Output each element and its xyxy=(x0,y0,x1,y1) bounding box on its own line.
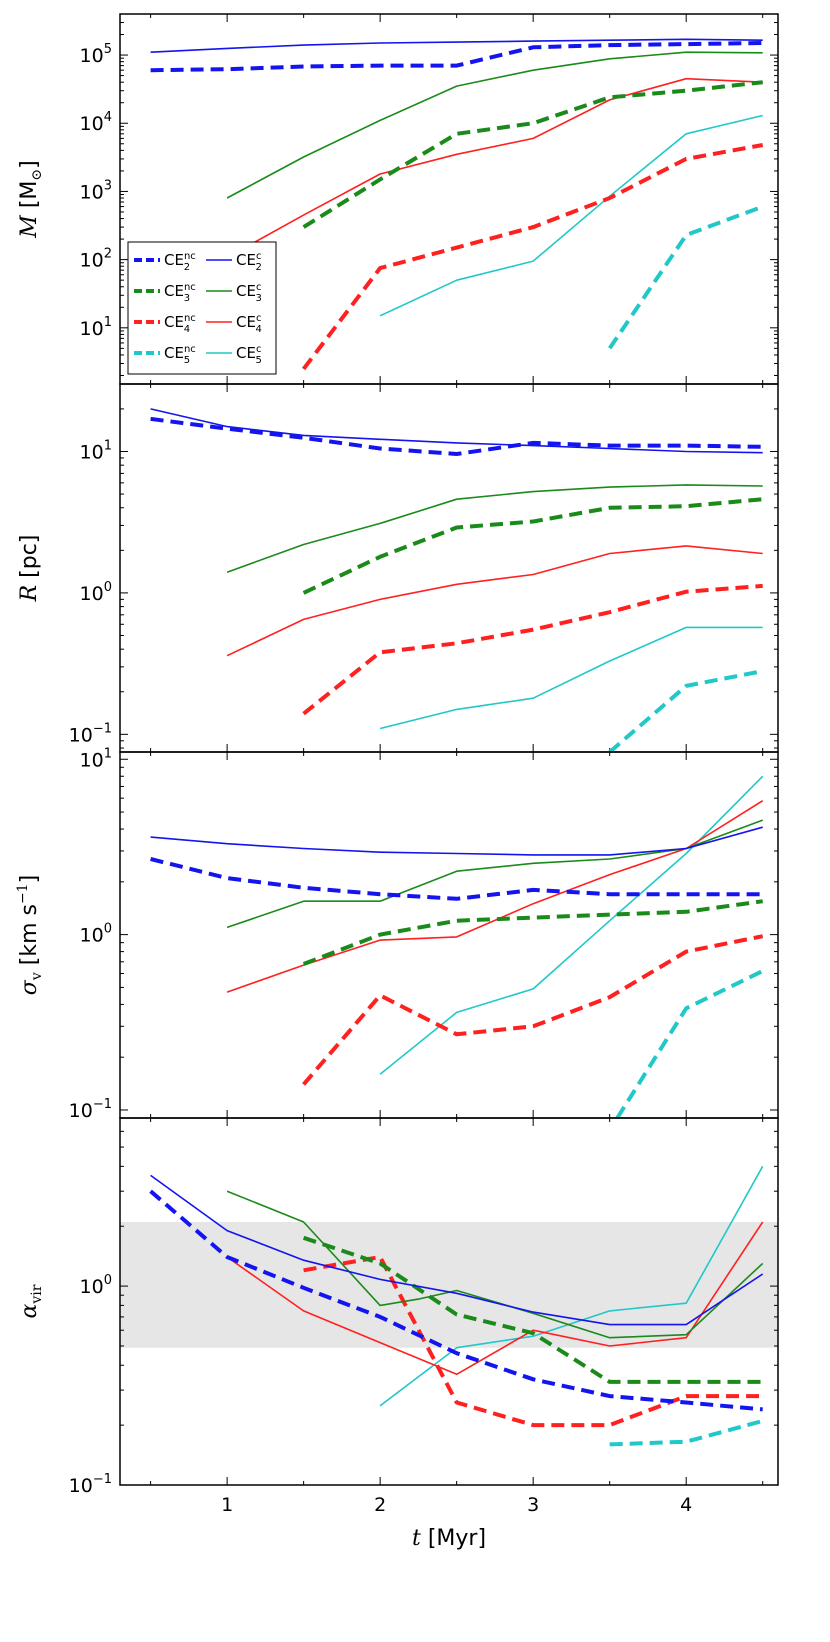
series-CE3c xyxy=(226,1190,764,1339)
legend-label-CE2c: CEc 2 xyxy=(236,251,262,273)
series-CE2c xyxy=(150,1174,764,1326)
series-CE4c xyxy=(226,1221,764,1376)
panel-1: 101 102 103 104 105 M [M⊙] xyxy=(17,13,779,385)
series-CE2c xyxy=(150,826,763,856)
ytick-label: 102 xyxy=(80,247,112,272)
ytick-label: 104 xyxy=(80,110,112,135)
series-CE4c xyxy=(203,77,763,271)
ylabel-unit: [km s xyxy=(17,904,42,972)
ticks-panel-3 xyxy=(120,752,778,1119)
ylabel-panel-4: αvir xyxy=(17,1284,45,1318)
series-CE3nc xyxy=(302,1235,763,1384)
legend-label-CE4nc: CEnc 4 xyxy=(164,313,196,335)
ytick-label: 100 xyxy=(80,580,112,605)
series-CE5c xyxy=(379,626,763,730)
ylabel-panel-1: M [M⊙] xyxy=(17,160,45,238)
series-panel-2 xyxy=(150,408,764,752)
legend-label-CE2nc: CEnc 2 xyxy=(164,251,196,273)
ytick-label: 101 xyxy=(80,746,112,771)
ytick-label: 105 xyxy=(80,42,112,67)
series-CE4nc xyxy=(303,1255,763,1428)
series-CE4nc xyxy=(302,143,764,371)
series-CE3nc xyxy=(302,80,763,229)
series-CE4c xyxy=(226,545,763,657)
ticks-panel-2 xyxy=(120,383,778,752)
series-CE4nc xyxy=(302,934,764,1086)
series-CE2nc xyxy=(150,41,763,73)
ytick-label: 101 xyxy=(80,315,112,340)
legend: CEnc 2 CEc 2 CEnc 3 CEc 3 CEnc 4 CEc 4 CEnc 5 CEc 5 xyxy=(127,241,277,375)
series-panel-4 xyxy=(149,1165,764,1447)
ylabel-panel-3: σv [km s−1] xyxy=(15,875,45,995)
xtick-label: 1 xyxy=(221,1494,233,1516)
panel-2: 10−1 100 101 R [pc] xyxy=(17,383,779,753)
series-CE5nc xyxy=(608,204,764,350)
series-CE2c xyxy=(150,38,763,53)
series-CE3nc xyxy=(302,899,763,966)
axes-frame-2 xyxy=(119,383,779,753)
ytick-label: 101 xyxy=(80,438,112,463)
series-CE5c xyxy=(379,114,763,317)
series-CE5c xyxy=(379,1165,764,1407)
series-CE5nc xyxy=(609,1418,764,1447)
panel-3: 10−1 100 101 σv [km s−1] xyxy=(15,746,779,1122)
series-CE4nc xyxy=(302,583,763,716)
ylabel-unit: [pc] xyxy=(17,535,42,585)
legend-label-CE5c: CEc 5 xyxy=(236,344,262,366)
xlabel: t [Myr] xyxy=(412,1526,486,1551)
series-CE4c xyxy=(226,800,764,993)
virial-band xyxy=(120,1222,778,1348)
ytick-label: 100 xyxy=(80,1273,112,1298)
series-CE2nc xyxy=(149,1189,763,1412)
ytick-label: 10−1 xyxy=(69,1097,112,1122)
series-CE5nc xyxy=(615,969,764,1118)
ytick-label: 10−1 xyxy=(69,1472,112,1497)
legend-label-CE3nc: CEnc 3 xyxy=(164,282,196,304)
ylabel-unit: [M xyxy=(17,181,42,216)
series-CE2nc xyxy=(150,416,763,456)
legend-label-CE3c: CEc 3 xyxy=(236,282,262,304)
ytick-label: 100 xyxy=(80,922,112,947)
series-CE2c xyxy=(150,408,763,454)
ytick-label: 103 xyxy=(80,178,112,203)
series-CE3nc xyxy=(302,497,763,595)
series-CE5nc xyxy=(608,669,764,752)
ytick-label: 10−1 xyxy=(69,721,112,746)
axes-frame-3 xyxy=(119,751,779,1119)
legend-label-CE4c: CEc 4 xyxy=(236,313,262,335)
series-CE3c xyxy=(226,51,763,199)
axes-frame-4 xyxy=(119,1117,779,1486)
xtick-label: 2 xyxy=(374,1494,386,1516)
series-panel-3 xyxy=(150,775,764,1118)
xtick-label: 3 xyxy=(527,1494,539,1516)
series-panel-1 xyxy=(150,38,764,371)
xtick-label: 4 xyxy=(680,1494,692,1516)
legend-label-CE5nc: CEnc 5 xyxy=(164,344,196,366)
series-CE3c xyxy=(226,484,763,573)
panel-4: 10−1 100 αvir xyxy=(17,1117,779,1497)
ylabel-panel-2: R [pc] xyxy=(17,535,42,603)
series-CE2nc xyxy=(150,857,763,901)
